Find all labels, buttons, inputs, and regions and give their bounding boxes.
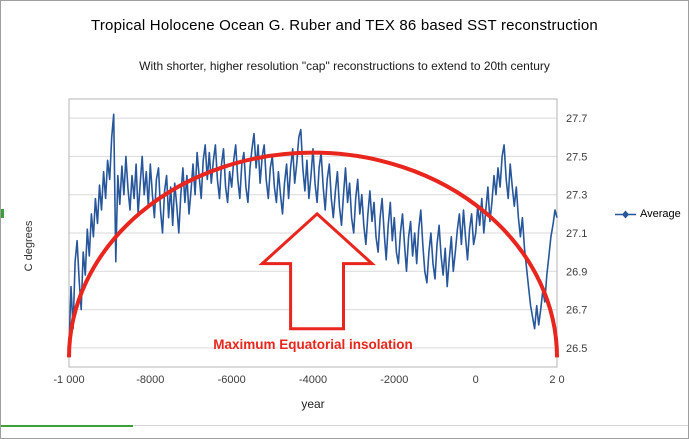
chart-subtitle: With shorter, higher resolution "cap" re…: [139, 59, 550, 73]
y-tick-label: 27.5: [566, 151, 587, 163]
y-axis-title: C degrees: [23, 220, 35, 272]
y-tick-label: 27.7: [566, 113, 587, 125]
legend-marker-point: [622, 210, 629, 218]
x-tick-label: -4000: [299, 374, 327, 386]
chart-title: Tropical Holocene Ocean G. Ruber and TEX…: [91, 17, 598, 34]
x-axis-title: year: [301, 397, 325, 411]
up-arrow: [258, 211, 376, 331]
legend[interactable]: Average: [615, 208, 681, 220]
y-tick-label: 26.5: [566, 343, 587, 355]
plot-border: [68, 98, 558, 368]
y-tick-label: 27.3: [566, 190, 587, 202]
x-tick-label: -2000: [380, 374, 408, 386]
legend-marker-icon: [615, 210, 636, 218]
worksheet-gridline-tick: [1, 209, 4, 218]
y-tick-label: 27.1: [566, 228, 587, 240]
x-tick-label: 0: [473, 374, 479, 386]
y-tick-label: 26.7: [566, 305, 587, 317]
insolation-curve: [67, 150, 559, 358]
legend-label: Average: [640, 208, 681, 220]
x-tick-label: -1 000: [53, 374, 84, 386]
x-tick-label: -8000: [136, 374, 164, 386]
series-average-line[interactable]: [68, 113, 558, 348]
worksheet-row-border-green: [1, 425, 133, 427]
x-tick-label: 2 0: [549, 374, 564, 386]
insolation-annotation: Maximum Equatorial insolation: [213, 337, 413, 352]
y-tick-label: 26.9: [566, 266, 587, 278]
x-tick-label: -6000: [218, 374, 246, 386]
worksheet-row-border: [1, 425, 688, 426]
